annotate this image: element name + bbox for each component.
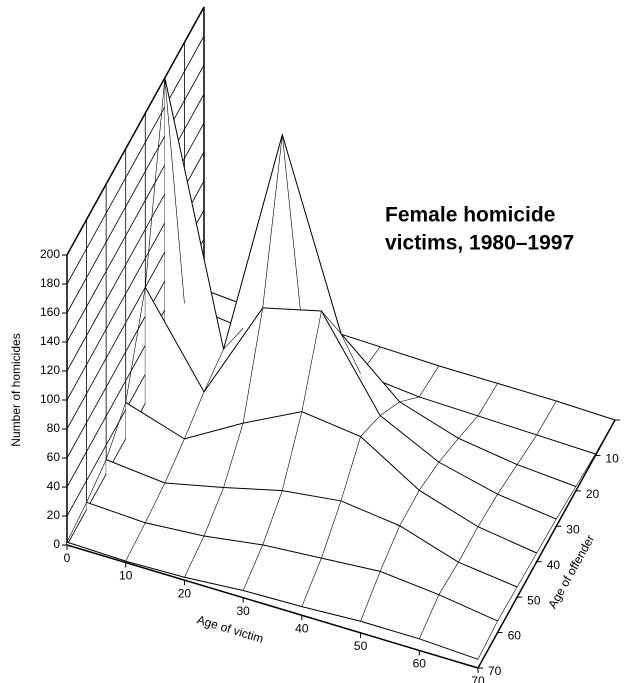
surface-column-segment <box>164 77 185 304</box>
surface-column-segment <box>536 400 557 436</box>
surface-column-segment <box>556 486 577 520</box>
floor-edge <box>477 419 616 669</box>
surface-column-segment <box>360 415 381 437</box>
surface-column-segment <box>458 526 479 563</box>
y-tick-label: 20 <box>586 487 600 501</box>
z-tick-label: 200 <box>40 247 60 261</box>
surface-column-segment <box>516 552 537 588</box>
z-tick-label: 180 <box>40 276 60 290</box>
wall-grid-line <box>66 35 205 285</box>
surface-column-segment <box>281 411 303 491</box>
y-tick-label: 40 <box>547 558 561 572</box>
surface-column-segment <box>438 562 459 595</box>
surface-row <box>125 402 537 554</box>
z-tick-label: 120 <box>40 363 60 377</box>
surface-row <box>86 501 498 622</box>
x-axis-label: Age of victim <box>195 612 265 645</box>
surface-column-segment <box>164 438 185 484</box>
z-tick-label: 140 <box>40 334 60 348</box>
surface-column-segment <box>360 571 381 622</box>
surface-row <box>164 77 577 487</box>
surface-column-segment <box>379 401 400 416</box>
surface-column-segment <box>399 490 420 526</box>
surface-row <box>105 459 518 588</box>
x-tick-label: 60 <box>413 657 427 671</box>
surface-column-segment <box>223 328 244 350</box>
surface-column-segment <box>321 500 342 559</box>
surface-column-segment <box>144 77 166 288</box>
surface-column-segment <box>125 287 146 403</box>
surface-column-segment <box>281 134 303 325</box>
surface-column-segment <box>301 557 322 607</box>
x-tick-label: 20 <box>178 586 192 600</box>
surface-row <box>66 541 479 660</box>
surface-column-segment <box>66 502 87 543</box>
surface-column-segment <box>477 383 498 417</box>
surface-fill <box>145 287 557 527</box>
surface-column-segment <box>262 490 283 545</box>
y-tick-label: 70 <box>488 664 502 678</box>
surface-column-segment <box>105 402 126 460</box>
floor-edge <box>66 544 479 669</box>
wall-edge <box>66 6 205 256</box>
surface-column-segment <box>262 134 283 308</box>
y-tick-label: 10 <box>605 452 619 466</box>
surface-column-segment <box>203 349 224 392</box>
surface-fill <box>106 459 518 598</box>
wall-grid-line <box>66 93 205 343</box>
surface-row <box>144 287 557 520</box>
surface-column-segment <box>242 307 264 424</box>
surface-column-segment <box>477 620 498 660</box>
y-tick-label: 50 <box>527 593 541 607</box>
z-axis-label: Number of homicides <box>9 333 23 446</box>
chart-title: Female homicide <box>385 204 555 227</box>
z-tick-label: 80 <box>47 421 61 435</box>
surface-column-segment <box>145 482 166 523</box>
surface-column-segment <box>575 453 596 487</box>
surface-fill <box>125 402 537 562</box>
chart-title: victims, 1980–1997 <box>385 232 574 255</box>
x-tick-label: 50 <box>354 639 368 653</box>
y-tick-label: 30 <box>566 522 580 536</box>
x-tick-label: 40 <box>295 621 309 635</box>
surface-column-segment <box>86 459 107 503</box>
surface-column-segment <box>497 464 518 495</box>
z-tick-label: 100 <box>40 392 60 406</box>
z-tick-label: 20 <box>47 508 61 522</box>
surface-column-segment <box>125 522 146 562</box>
z-tick-label: 40 <box>47 479 61 493</box>
x-tick-label: 70 <box>471 674 485 683</box>
surface-column-segment <box>321 310 342 334</box>
surface-column-segment <box>438 438 459 463</box>
surface-column-segment <box>203 487 224 537</box>
wall-grid-line <box>66 64 205 314</box>
z-tick-label: 60 <box>47 450 61 464</box>
surface-column-segment <box>184 391 205 440</box>
surface-column-segment <box>536 518 557 554</box>
surface-column-segment <box>497 586 518 622</box>
surface-column-segment <box>242 544 263 591</box>
surface-column-segment <box>419 461 440 491</box>
surface-column-segment <box>419 365 440 398</box>
z-tick-label: 0 <box>53 537 60 551</box>
surface-column-segment <box>301 310 322 412</box>
surface-column-segment <box>340 436 361 502</box>
surface-column-segment <box>379 525 400 572</box>
surface-column-segment <box>399 396 420 403</box>
x-tick-label: 0 <box>64 551 71 565</box>
z-tick-label: 160 <box>40 305 60 319</box>
surface-column-segment <box>419 594 440 639</box>
surface-column-segment <box>458 415 479 439</box>
x-tick-label: 30 <box>236 604 250 618</box>
surface-column-segment <box>477 494 498 527</box>
x-tick-label: 10 <box>119 569 133 583</box>
surface-fill <box>86 502 498 633</box>
surface-column-segment <box>223 423 244 488</box>
surface-column-segment <box>184 535 205 578</box>
surface-column-segment <box>340 333 361 374</box>
y-tick-label: 60 <box>508 629 522 643</box>
surface-column-segment <box>516 434 537 465</box>
